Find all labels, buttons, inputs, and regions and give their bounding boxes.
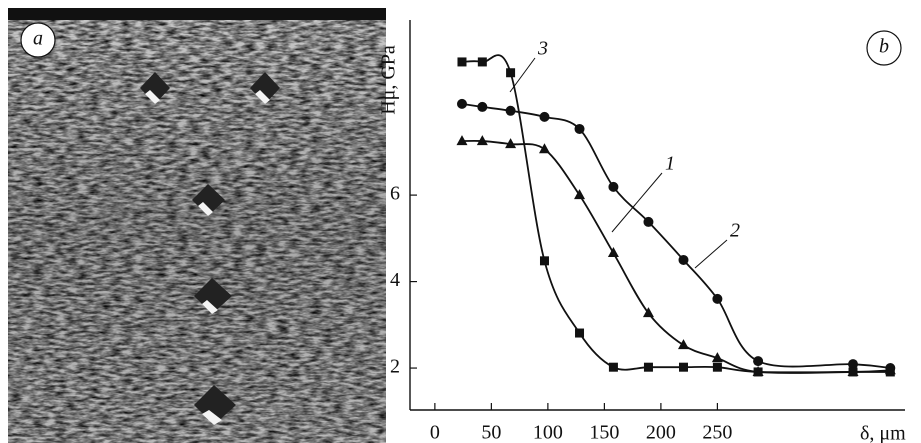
point — [608, 362, 618, 372]
x-tick-label: 150 — [589, 422, 619, 443]
panel-label: a — [33, 28, 43, 50]
point — [477, 101, 488, 112]
point — [642, 307, 654, 318]
leader-line — [611, 172, 663, 233]
y-axis-label: Hμ, GPa — [378, 45, 400, 115]
point — [848, 359, 859, 370]
legend-label: 2 — [730, 220, 740, 242]
point — [712, 362, 722, 372]
point — [678, 254, 689, 265]
point — [505, 138, 517, 149]
point — [539, 256, 549, 266]
point — [643, 216, 654, 227]
point — [506, 68, 516, 78]
y-tick-label: 6 — [390, 183, 400, 205]
point — [538, 143, 550, 154]
point — [477, 57, 487, 67]
point — [678, 362, 688, 372]
x-tick-label: 250 — [702, 422, 732, 443]
legend-label: 1 — [665, 153, 675, 175]
point — [539, 111, 550, 122]
legend-label: 3 — [537, 38, 548, 60]
point — [753, 356, 764, 367]
point — [457, 57, 467, 67]
point — [607, 247, 619, 258]
series-line — [461, 139, 891, 374]
point — [677, 339, 689, 350]
y-tick-label: 4 — [390, 269, 400, 291]
x-axis-label: δ, μm — [860, 423, 906, 443]
point — [476, 135, 488, 146]
point — [575, 328, 585, 338]
point — [711, 352, 723, 363]
y-tick-label: 2 — [390, 356, 400, 378]
micrograph: a — [8, 8, 386, 443]
point — [753, 367, 763, 377]
series-line — [461, 54, 891, 374]
panel-label: b — [879, 36, 889, 58]
point — [608, 181, 619, 192]
point — [643, 362, 653, 372]
point — [848, 367, 858, 377]
x-tick-label: 50 — [481, 422, 501, 443]
leader-line — [509, 57, 536, 93]
x-tick-label: 100 — [533, 422, 563, 443]
point — [574, 189, 586, 200]
leader-line — [694, 239, 728, 269]
point — [456, 98, 467, 109]
point — [885, 367, 895, 377]
point — [505, 105, 516, 116]
x-tick-label: 0 — [430, 422, 440, 443]
point — [456, 135, 468, 146]
point — [712, 293, 723, 304]
x-tick-label: 200 — [646, 422, 676, 443]
point — [574, 123, 585, 134]
